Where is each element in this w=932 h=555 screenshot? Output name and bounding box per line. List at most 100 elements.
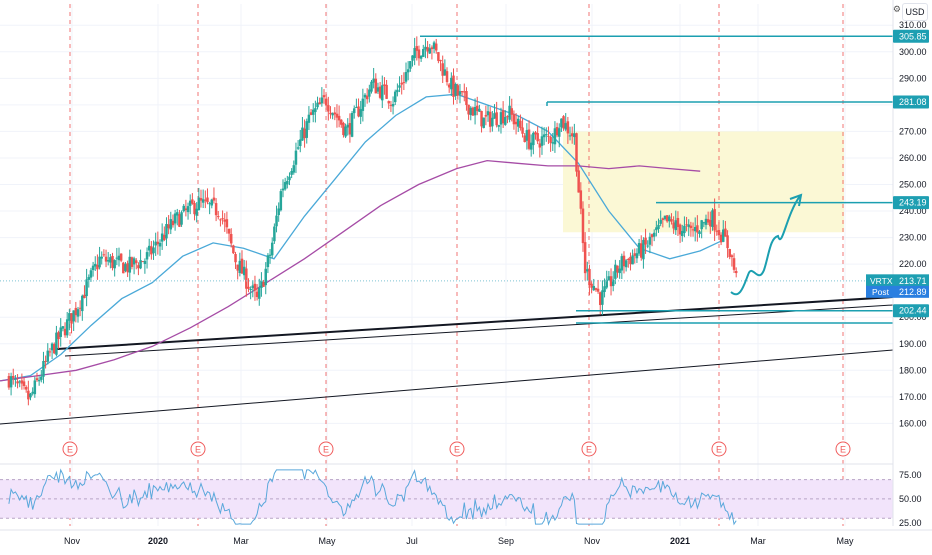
candle-body	[568, 135, 572, 137]
candle-body	[76, 309, 80, 317]
candle-body	[348, 123, 352, 135]
candle-body	[132, 258, 136, 265]
candle-body	[14, 378, 17, 380]
price-tick-label: 310.00	[899, 20, 927, 30]
candle-body	[689, 225, 693, 229]
candle-body	[286, 180, 289, 185]
candle-body	[87, 277, 91, 280]
earnings-marker-label: E	[323, 445, 329, 455]
candle-body	[314, 108, 317, 113]
candle-body	[635, 253, 639, 259]
candle-body	[678, 224, 682, 235]
candle-body	[242, 266, 246, 276]
candle-body	[167, 224, 170, 229]
candle-body	[432, 42, 436, 49]
candle-body	[473, 106, 477, 116]
candle-body	[486, 111, 490, 116]
rsi-pane	[0, 463, 893, 526]
candle-body	[290, 171, 293, 175]
candle-body	[447, 84, 451, 88]
candle-body	[163, 234, 166, 241]
candle-body	[52, 344, 56, 354]
candle-body	[85, 279, 88, 297]
candle-body	[365, 95, 369, 100]
candle-body	[583, 242, 587, 274]
candle-body	[126, 263, 129, 273]
candle-body	[22, 381, 26, 386]
candle-body	[536, 133, 539, 142]
earnings-marker	[835, 441, 851, 457]
candle-body	[519, 120, 522, 129]
candle-body	[424, 46, 427, 50]
candle-body	[72, 310, 75, 322]
candle-body	[305, 121, 308, 138]
candle-body	[188, 200, 192, 206]
candle-body	[443, 69, 447, 76]
candle-body	[368, 89, 371, 97]
candle-body	[516, 118, 520, 127]
candle-body	[303, 128, 306, 139]
candle-body	[307, 114, 311, 123]
candle-body	[376, 87, 380, 92]
candle-body	[50, 343, 54, 351]
price-tick-label: 250.00	[899, 179, 927, 189]
earnings-marker	[62, 441, 78, 457]
last-price-bg	[893, 274, 929, 288]
candle-body	[620, 256, 624, 271]
candle-body	[340, 119, 343, 125]
price-tick-label: 290.00	[899, 73, 927, 83]
candle-body	[113, 260, 116, 269]
candle-body	[35, 378, 39, 381]
price-tick-label: 160.00	[899, 418, 927, 428]
candle-body	[674, 220, 678, 231]
candle-body	[681, 230, 684, 237]
candle-body	[719, 234, 723, 243]
candle-body	[419, 55, 423, 59]
candle-body	[687, 224, 690, 228]
candle-body	[504, 116, 507, 125]
candle-body	[594, 288, 598, 290]
candle-body	[618, 268, 621, 274]
candle-body	[91, 265, 95, 270]
candle-body	[700, 220, 703, 230]
earnings-marker	[581, 441, 597, 457]
earnings-marker	[318, 441, 334, 457]
candle-body	[577, 170, 580, 193]
candle-body	[523, 135, 526, 143]
candle-body	[145, 252, 149, 260]
candle-body	[141, 261, 144, 263]
candle-body	[713, 209, 716, 231]
candle-body	[283, 182, 287, 190]
time-tick-label: May	[318, 536, 336, 546]
candle-body	[7, 376, 11, 388]
candle-body	[270, 242, 274, 256]
candle-body	[437, 52, 440, 61]
time-tick-label: Jul	[406, 536, 418, 546]
candle-body	[122, 262, 125, 274]
candle-body	[279, 191, 283, 211]
candle-body	[74, 307, 78, 316]
candle-body	[195, 208, 198, 216]
candle-body	[61, 326, 65, 329]
price-tick-label: 270.00	[899, 126, 927, 136]
level-label: 202.44	[899, 306, 927, 316]
currency-button[interactable]: USD	[902, 3, 928, 21]
candle-body	[333, 112, 337, 115]
candle-body	[44, 360, 47, 362]
candle-body	[165, 224, 168, 239]
candle-body	[402, 82, 406, 84]
candle-body	[430, 47, 434, 50]
candle-body	[249, 289, 252, 291]
candle-body	[173, 213, 177, 224]
settings-icon[interactable]: ⚙	[892, 4, 901, 14]
candle-body	[622, 255, 626, 267]
candle-body	[532, 132, 535, 146]
candle-body	[510, 108, 514, 115]
candle-body	[672, 222, 675, 229]
candle-body	[614, 264, 617, 279]
trendline	[64, 304, 894, 357]
candle-body	[16, 381, 19, 384]
candle-body	[730, 255, 734, 258]
